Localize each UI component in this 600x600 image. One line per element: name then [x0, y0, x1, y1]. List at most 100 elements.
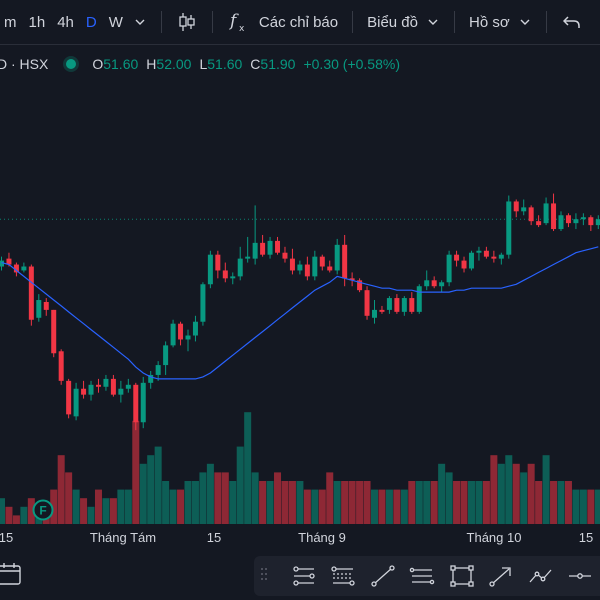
volume-bar [102, 498, 110, 524]
high-value: 52.00 [156, 56, 192, 72]
timeframe-4h[interactable]: 4h [57, 13, 74, 31]
volume-bar [251, 472, 259, 524]
candle-body [528, 207, 534, 222]
volume-bar [371, 489, 378, 524]
timeframe-group: m 1h 4h D W [0, 0, 151, 44]
candle-body [394, 298, 400, 312]
chart-button[interactable]: Biểu đồ [363, 0, 444, 44]
candle-body [483, 250, 489, 257]
symbol-legend: D · HSX O 51.60 H 52.00 L 51.60 C 51.90 +0.3… [0, 52, 400, 76]
profile-label: Hồ sơ [468, 13, 510, 31]
volume-bar [497, 463, 505, 524]
candle-body [454, 254, 460, 261]
rectangle-tool-icon[interactable] [442, 556, 482, 596]
candle-body [319, 256, 325, 267]
volume-bar [423, 481, 431, 524]
candle-body [498, 254, 504, 259]
timeframe-day[interactable]: D [85, 13, 97, 31]
volume-bar [415, 481, 423, 524]
close-value: 51.90 [260, 56, 296, 72]
candle-body [95, 384, 101, 387]
chart-label: Biểu đồ [367, 13, 418, 31]
open-key: O [92, 56, 104, 72]
volume-bar [57, 455, 65, 524]
parallel-channel-tool-icon[interactable] [402, 556, 442, 596]
candle-body [200, 284, 206, 322]
candle-body [565, 215, 571, 224]
chevron-down-icon [422, 16, 444, 28]
profile-button[interactable]: Hồ sơ [465, 0, 536, 44]
undo-icon[interactable] [557, 15, 587, 29]
volume-bar [550, 481, 558, 524]
candle-body [73, 388, 79, 417]
candle-body [51, 309, 57, 354]
time-axis[interactable]: 15 Tháng Tám 15 Tháng 9 Tháng 10 15 [0, 526, 600, 550]
volume-bar [445, 472, 453, 524]
candle-body [491, 256, 497, 259]
candlestick-icon[interactable] [172, 12, 202, 32]
close-key: C [250, 56, 261, 72]
candle-body [312, 256, 318, 277]
volume-bar [333, 481, 341, 524]
volume-bar [527, 463, 535, 524]
volume-bar [274, 472, 282, 524]
candle-body [595, 219, 600, 226]
indicators-button[interactable]: f x Các chỉ báo [223, 0, 342, 44]
timeframe-week[interactable]: W [108, 13, 123, 31]
candle-body [297, 264, 303, 271]
volume-bar [475, 481, 483, 524]
volume-bar [482, 481, 490, 524]
candle-body [416, 286, 422, 312]
trend-line-tool-icon[interactable] [363, 556, 403, 596]
volume-bar [281, 481, 289, 524]
timeframe-minute[interactable]: m [4, 13, 17, 31]
candle-body [215, 254, 221, 271]
candle-body [409, 298, 415, 312]
volume-bar [594, 489, 600, 524]
candle-body [103, 378, 109, 387]
candle-body [551, 203, 557, 230]
candle-body [133, 384, 139, 423]
candle-body [140, 382, 146, 423]
volume-bar [311, 489, 319, 524]
volume-bar [467, 481, 475, 524]
price-chart[interactable]: F [0, 80, 600, 526]
horizontal-line-tool-icon[interactable] [560, 556, 600, 596]
volume-bar [490, 455, 498, 524]
chevron-down-icon[interactable] [129, 16, 151, 28]
timeframe-1h[interactable]: 1h [28, 13, 46, 31]
pitchfork-tool-icon[interactable] [284, 556, 324, 596]
time-axis-label: Tháng 10 [466, 530, 522, 545]
volume-bar [236, 446, 244, 524]
candle-body [222, 270, 228, 279]
volume-bar [587, 489, 595, 524]
volume-bar [572, 489, 580, 524]
svg-text:f: f [229, 11, 239, 31]
path-tool-icon[interactable] [521, 556, 561, 596]
candle-body [372, 309, 377, 318]
volume-bar [341, 481, 349, 524]
arrow-tool-icon[interactable] [481, 556, 521, 596]
volume-bar [65, 472, 73, 524]
volume-bar [221, 472, 229, 524]
toolbar-divider [545, 11, 547, 33]
candle-body [304, 264, 310, 277]
drag-handle-icon[interactable] [260, 567, 270, 586]
volume-bar [400, 489, 408, 524]
calendar-range-icon[interactable] [0, 560, 24, 590]
candle-body [349, 278, 355, 281]
symbol-name[interactable]: D · HSX [0, 56, 49, 72]
volume-bar [303, 489, 311, 524]
candle-body [401, 298, 407, 312]
volume-bar [177, 489, 185, 524]
candle-body [28, 266, 34, 320]
candle-body [558, 215, 564, 230]
fib-retracement-tool-icon[interactable] [323, 556, 363, 596]
volume-bar [244, 412, 252, 524]
volume-bar [132, 420, 140, 524]
chevron-down-icon [514, 16, 536, 28]
event-marker-label: F [39, 504, 46, 518]
volume-bar [72, 489, 80, 524]
volume-bar [564, 481, 572, 524]
candle-body [178, 323, 184, 340]
